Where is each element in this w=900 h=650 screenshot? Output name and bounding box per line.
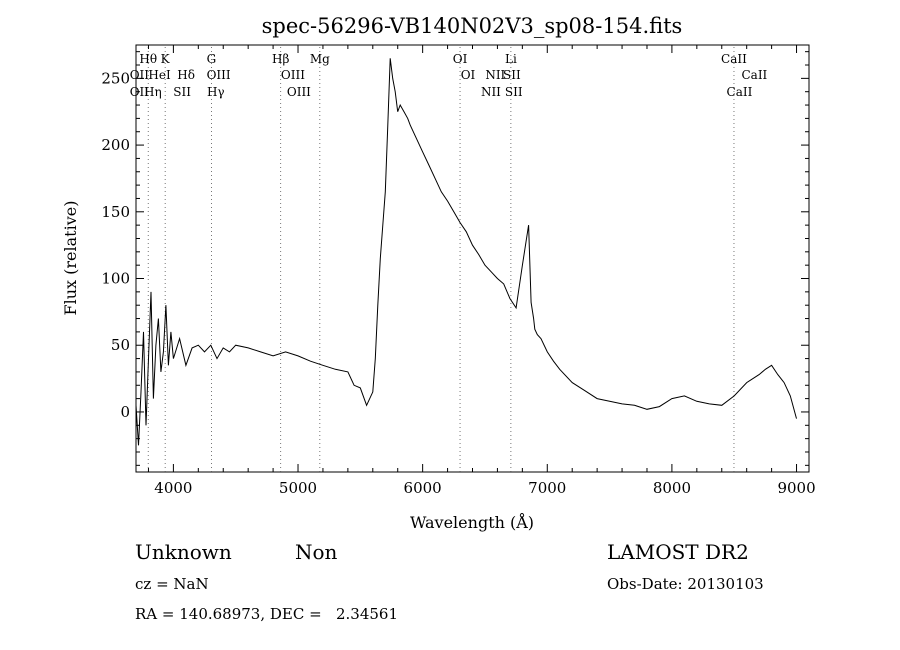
y-axis-label: Flux (relative): [61, 201, 80, 316]
x-tick-label: 9000: [777, 479, 815, 497]
line-marker-label: OIII: [281, 68, 305, 82]
line-marker-label: Hδ: [177, 68, 195, 82]
x-axis-label: Wavelength (Å): [410, 512, 534, 532]
line-marker-label: CaII: [721, 52, 747, 66]
y-tick-label: 50: [111, 336, 130, 354]
line-marker-label: SII: [505, 85, 523, 99]
x-tick-label: 5000: [279, 479, 317, 497]
line-marker-label: SII: [503, 68, 521, 82]
line-marker-label: CaII: [741, 68, 767, 82]
y-tick-label: 150: [101, 203, 130, 221]
x-tick-label: 6000: [404, 479, 442, 497]
line-marker-label: OIII: [287, 85, 311, 99]
spectrum-line: [135, 58, 797, 446]
line-marker-label: Hβ: [272, 52, 289, 66]
object-subclass: Non: [295, 540, 338, 564]
line-marker-label: OIII: [207, 68, 231, 82]
y-tick-label: 100: [101, 270, 130, 288]
line-marker-label: NII: [485, 68, 505, 82]
y-tick-label: 200: [101, 136, 130, 154]
line-marker-label: SII: [173, 85, 191, 99]
line-marker-label: OI: [453, 52, 468, 66]
line-marker-label: CaII: [727, 85, 753, 99]
object-class: Unknown: [135, 540, 232, 564]
line-marker-label: G: [207, 52, 217, 66]
x-tick-label: 4000: [154, 479, 192, 497]
line-marker-label: OII: [130, 68, 150, 82]
line-marker-label: Hη: [144, 85, 162, 99]
x-tick-label: 8000: [653, 479, 691, 497]
x-tick-label: 7000: [528, 479, 566, 497]
line-marker-label: Li: [505, 52, 517, 66]
line-marker-label: NII: [481, 85, 501, 99]
y-tick-label: 0: [120, 403, 130, 421]
y-tick-label: 250: [101, 69, 130, 87]
line-marker-label: OI: [461, 68, 476, 82]
line-marker-label: Hθ: [139, 52, 157, 66]
line-marker-lines: [147, 47, 735, 472]
line-marker-label: HeI: [148, 68, 171, 82]
line-marker-label: Mg: [310, 52, 330, 66]
survey-name: LAMOST DR2: [607, 540, 749, 564]
obs-date-text: Obs-Date: 20130103: [607, 575, 764, 593]
coordinates-text: RA = 140.68973, DEC = 2.34561: [135, 605, 399, 623]
line-marker-label: Hγ: [207, 85, 225, 99]
chart-title: spec-56296-VB140N02V3_sp08-154.fits: [262, 14, 683, 38]
line-marker-label: K: [161, 52, 171, 66]
plot-frame: [135, 44, 810, 473]
axis-ticks: 4000 5000 6000 7000 8000 9000 0 50 100 150 200 250: [101, 45, 816, 497]
redshift-text: cz = NaN: [135, 575, 209, 593]
